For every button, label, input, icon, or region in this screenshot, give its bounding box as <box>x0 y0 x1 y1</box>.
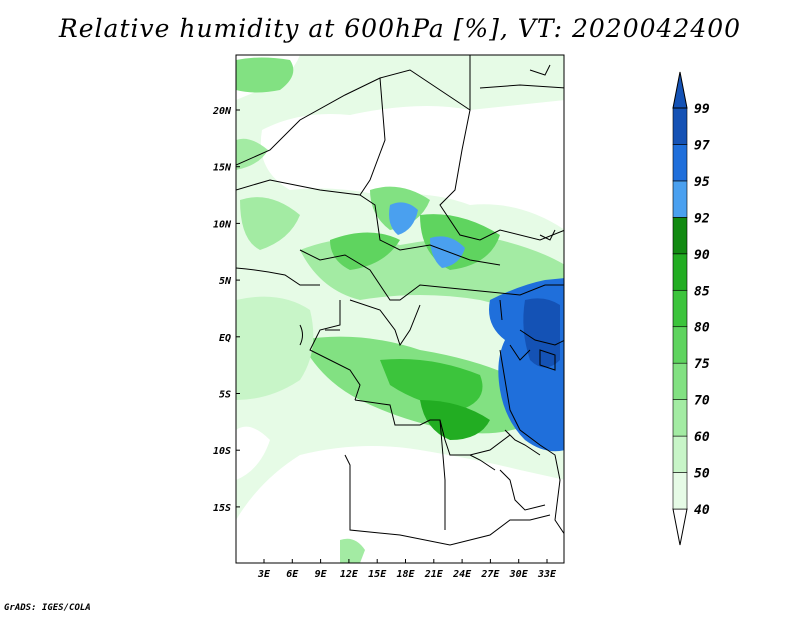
map-frame <box>235 54 565 564</box>
colorbar-box <box>672 399 688 437</box>
moist-area-coast <box>240 197 300 250</box>
dry-area-south <box>236 446 564 563</box>
colorbar-label: 90 <box>694 248 710 263</box>
colorbar-box <box>672 217 688 255</box>
dry-area-north <box>260 100 564 230</box>
moist-area-w <box>236 138 268 170</box>
colorbar-label: 40 <box>694 503 710 518</box>
colorbar-label: 97 <box>694 138 710 153</box>
colorbar-label: 80 <box>694 321 710 336</box>
lat-label: 15N <box>213 163 232 174</box>
saturated-area-2 <box>430 236 465 268</box>
colorbar-box <box>672 472 688 510</box>
colorbar-high-triangle <box>672 71 688 109</box>
lat-label: 10N <box>213 219 232 230</box>
longitude-axis: 3E 6E 9E 12E 15E 18E 21E 24E 27E 30E 33E <box>257 559 557 580</box>
lon-label: 3E <box>257 569 271 580</box>
moist-area-nw <box>236 57 294 93</box>
colorbar-box <box>672 289 688 328</box>
lon-label: 18E <box>396 569 415 580</box>
latitude-axis: 20N 15N 10N 5N EQ 5S 10S 15S <box>212 106 240 514</box>
colorbar: 40 50 60 70 75 80 85 90 92 95 97 99 <box>672 71 710 546</box>
colorbar-label: 75 <box>694 357 710 372</box>
country-borders <box>236 55 564 546</box>
lon-label: 9E <box>315 569 328 580</box>
moist-core-5 <box>420 400 490 440</box>
colorbar-label: 60 <box>694 430 710 445</box>
colorbar-label: 92 <box>694 211 710 226</box>
dry-area-southwest <box>236 426 270 480</box>
lon-label: 24E <box>452 569 472 580</box>
lat-label: 5S <box>219 390 231 401</box>
lat-label: 15S <box>213 503 231 514</box>
lon-label: 15E <box>368 569 387 580</box>
colorbar-label: 85 <box>694 284 710 299</box>
lat-label: 10S <box>213 446 231 457</box>
lon-label: 21E <box>424 569 444 580</box>
colorbar-box <box>672 435 688 473</box>
lat-label: EQ <box>219 333 231 344</box>
colorbar-box <box>672 144 688 182</box>
humidity-field <box>236 55 564 563</box>
colorbar-box <box>672 362 688 400</box>
colorbar-box <box>672 326 688 364</box>
lon-label: 27E <box>480 569 500 580</box>
lat-label: 20N <box>212 106 232 117</box>
lon-label: 6E <box>286 569 299 580</box>
lat-label: 5N <box>219 276 232 287</box>
credit-label: GrADS: IGES/COLA <box>4 603 91 613</box>
moist-core-4 <box>380 359 483 410</box>
moist-area-south-small <box>340 538 365 563</box>
moist-core-1 <box>330 232 400 270</box>
lon-label: 12E <box>340 569 359 580</box>
colorbar-label: 70 <box>694 394 710 409</box>
saturated-core-east <box>523 298 560 368</box>
colorbar-low-triangle <box>672 508 688 546</box>
map-title: Relative humidity at 600hPa [%], VT: 202… <box>58 14 742 43</box>
moist-area-gabon <box>236 296 314 400</box>
saturated-area-1 <box>389 202 418 235</box>
lon-label: 33E <box>537 569 557 580</box>
colorbar-box <box>672 107 688 145</box>
colorbar-label: 99 <box>694 102 710 117</box>
colorbar-box <box>672 253 688 291</box>
colorbar-label: 95 <box>694 175 710 190</box>
lon-label: 30E <box>509 569 529 580</box>
colorbar-label: 50 <box>694 467 710 482</box>
colorbar-box <box>672 180 688 218</box>
